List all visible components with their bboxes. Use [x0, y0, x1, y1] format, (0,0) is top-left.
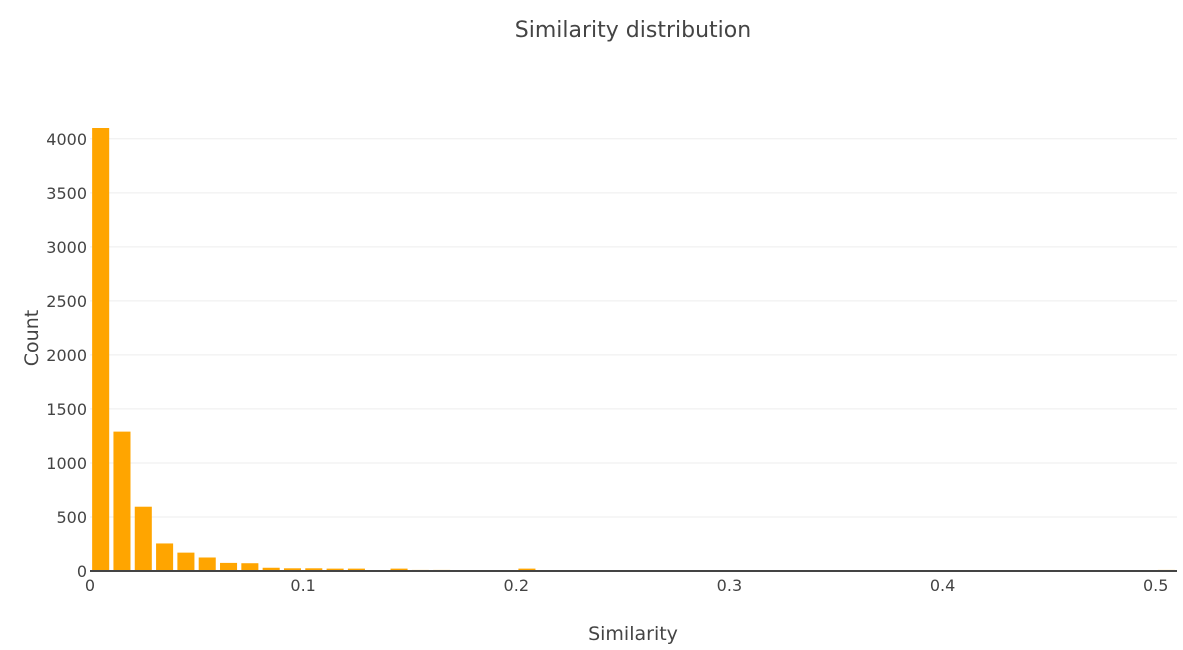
y-tick-label: 3000	[46, 238, 87, 257]
bar	[134, 506, 152, 571]
chart-title: Similarity distribution	[515, 18, 751, 43]
y-axis-title: Count	[21, 310, 43, 366]
y-tick-label: 500	[56, 508, 87, 527]
bar	[390, 568, 408, 571]
y-tick-label: 2000	[46, 346, 87, 365]
bar	[262, 567, 280, 571]
x-tick-label: 0.1	[290, 576, 315, 595]
y-tick-label: 3500	[46, 184, 87, 203]
x-tick-label: 0.3	[717, 576, 742, 595]
x-axis-ticks: 0 0.1 0.2 0.3 0.4 0.5	[85, 576, 1169, 595]
bar	[220, 562, 238, 571]
x-tick-label: 0.5	[1143, 576, 1168, 595]
x-tick-label: 0	[85, 576, 95, 595]
gridlines	[90, 138, 1177, 518]
x-tick-label: 0.4	[930, 576, 955, 595]
bar	[305, 568, 323, 571]
bar	[113, 431, 131, 571]
y-tick-label: 4000	[46, 130, 87, 149]
y-tick-label: 1000	[46, 454, 87, 473]
x-tick-label: 0.2	[504, 576, 529, 595]
bar	[156, 543, 174, 571]
bar	[92, 128, 110, 571]
bars	[92, 128, 1175, 571]
bar	[518, 568, 536, 571]
bar	[326, 568, 344, 571]
bar	[177, 552, 195, 571]
x-axis-title: Similarity	[588, 623, 678, 645]
bar	[347, 568, 365, 571]
y-tick-label: 1500	[46, 400, 87, 419]
bar	[198, 557, 216, 571]
bar	[283, 568, 302, 571]
bar	[241, 563, 259, 571]
y-tick-label: 2500	[46, 292, 87, 311]
y-axis-ticks: 0 500 1000 1500 2000 2500 3000 3500 4000	[46, 130, 87, 581]
y-tick-label: 0	[77, 562, 87, 581]
